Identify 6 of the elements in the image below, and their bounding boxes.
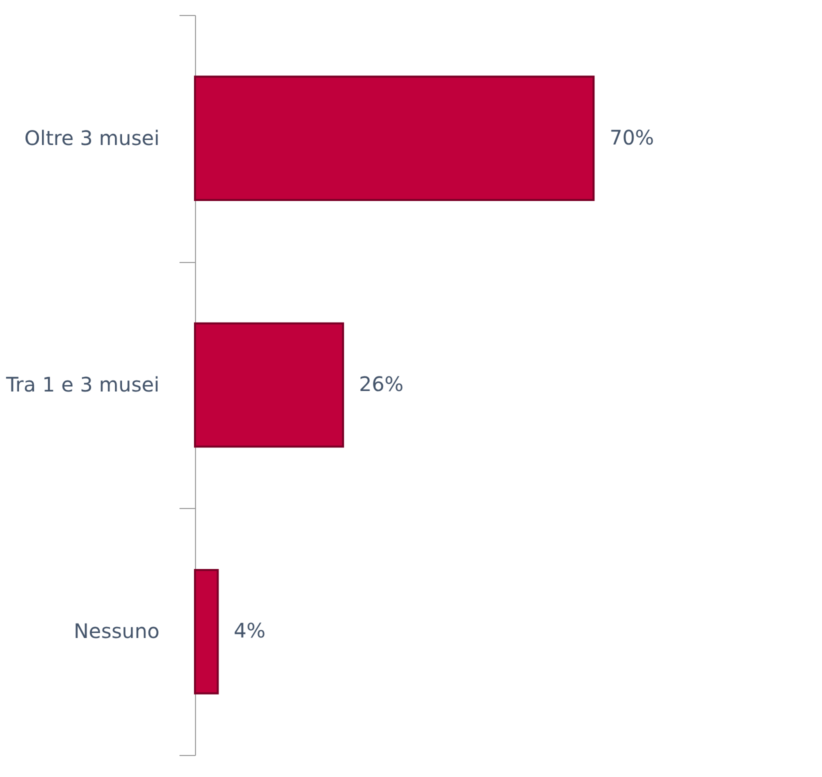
y-tick-label: Nessuno	[74, 619, 160, 644]
data-label: 4%	[234, 618, 266, 643]
y-tick-label: Oltre 3 musei	[24, 126, 160, 150]
data-label: 26%	[359, 372, 404, 396]
y-tick-label: Tra 1 e 3 musei	[5, 372, 160, 396]
data-label: 70%	[610, 125, 654, 150]
